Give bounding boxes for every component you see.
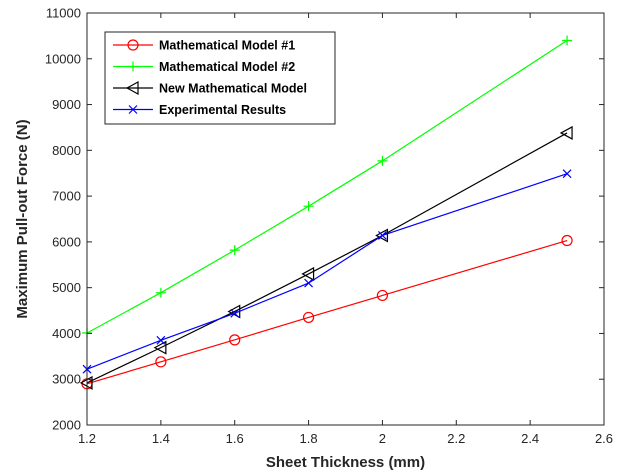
y-tick-label-0: 2000 [52,418,81,433]
legend-box [104,31,336,125]
x-axis-label: Sheet Thickness (mm) [266,454,425,471]
x-tick-label-2: 1.6 [226,431,244,446]
x-tick-label-4: 2 [379,431,386,446]
series-2-point-5 [559,125,573,140]
series-2-point-4 [375,228,389,243]
series-2-point-1 [153,340,167,355]
y-tick-label-5: 7000 [52,189,81,204]
series-3-point-4 [378,231,387,240]
series-layer [79,35,573,390]
legend: Mathematical Model #1 Mathematical Model … [104,31,336,125]
legend-label-1: Mathematical Model #2 [159,60,295,74]
legend-marker-2 [125,80,139,96]
series-1-point-2 [229,245,240,256]
y-axis-label: Maximum Pull-out Force (N) [14,119,31,318]
series-3-point-1 [156,335,166,345]
legend-item-3: Experimental Results [113,103,286,117]
series-line-1 [86,39,568,334]
legend-marker-1 [128,61,138,72]
legend-marker-3 [128,105,138,114]
plot-frame [86,12,605,426]
series-line-0 [86,239,568,385]
y-tick-label-9: 11000 [46,6,81,21]
series-line-3 [86,173,568,370]
legend-item-0: Mathematical Model #1 [113,39,295,53]
series-1-point-5 [562,35,573,46]
series-0-point-2 [229,334,241,346]
legend-item-2: New Mathematical Model [113,80,307,96]
series-0-point-4 [376,289,389,302]
series-0-point-1 [155,356,167,368]
series-0-point-5 [561,234,573,247]
x-tick-label-0: 1.2 [78,431,96,446]
series-1-point-3 [303,201,314,212]
legend-label-0: Mathematical Model #1 [159,39,295,53]
x-tick-label-5: 2.2 [447,431,465,446]
x-tick-label-1: 1.4 [152,431,170,446]
series-line-2 [86,132,568,384]
y-tick-label-6: 8000 [52,143,81,158]
legend-label-3: Experimental Results [159,103,286,117]
series-0-point-3 [302,311,315,324]
series-3-point-2 [230,308,240,318]
y-tick-label-3: 5000 [52,280,81,295]
x-tick-label-3: 1.8 [300,431,318,446]
series-1-point-4 [377,155,388,166]
y-tick-label-1: 3000 [52,372,81,387]
y-tick-label-2: 4000 [52,326,81,341]
ticks-layer: 1.2 1.4 1.6 1.8 2 2.2 2.4 2.6 2000 3000 4000 5000 60… [45,6,613,447]
legend-label-2: New Mathematical Model [159,82,307,96]
legend-marker-0 [127,39,139,51]
y-tick-label-4: 6000 [52,234,81,249]
series-3-point-3 [304,278,313,288]
series-3-point-5 [562,169,572,179]
series-1-point-1 [155,287,166,298]
y-tick-label-8: 10000 [45,51,81,66]
x-tick-label-7: 2.6 [595,431,613,446]
series-2-point-3 [301,266,315,281]
legend-item-1: Mathematical Model #2 [113,60,295,74]
x-tick-label-6: 2.4 [521,431,539,446]
y-tick-label-7: 9000 [52,97,81,112]
